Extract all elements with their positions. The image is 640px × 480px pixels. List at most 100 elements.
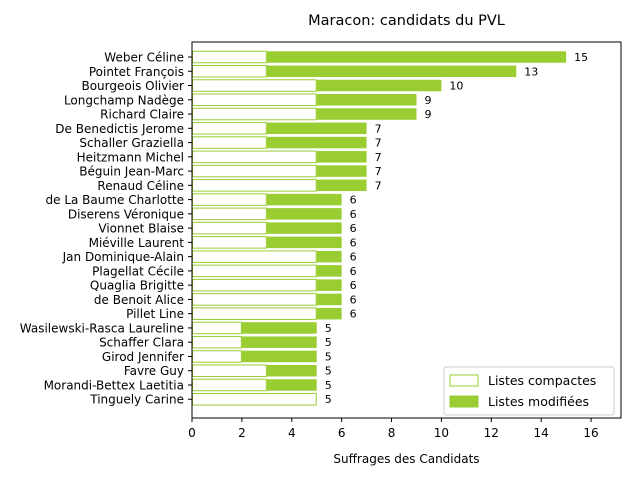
bar-total-label: 13	[524, 65, 538, 78]
bar-modified	[316, 265, 342, 277]
x-tick-label: 8	[388, 426, 396, 440]
y-tick-label: Béguin Jean-Marc	[79, 165, 184, 179]
y-tick-label: Quaglia Brigitte	[90, 279, 184, 293]
y-tick-label: Pointet François	[89, 65, 184, 79]
bar-total-label: 6	[350, 236, 357, 249]
legend: Listes compactes Listes modifiées	[443, 366, 615, 416]
y-tick-label: Renaud Céline	[97, 179, 184, 193]
bar-total-label: 6	[350, 222, 357, 235]
bar-total-label: 5	[325, 365, 332, 378]
bar-compact	[192, 107, 317, 121]
bar-total-label: 10	[449, 80, 463, 93]
bar-total-label: 6	[350, 251, 357, 264]
bar-total-label: 7	[375, 151, 382, 164]
y-tick-label: Schaffer Clara	[99, 336, 184, 350]
x-tick-label: 12	[484, 426, 499, 440]
bar-modified	[266, 122, 367, 135]
y-tick-label: De Benedictis Jerome	[55, 122, 184, 136]
x-tick-label: 0	[188, 426, 196, 440]
bar-modified	[266, 236, 342, 249]
bar-total-label: 6	[350, 293, 357, 306]
bar-compact	[192, 122, 267, 135]
bar-modified	[316, 293, 342, 306]
bar-compact	[192, 278, 317, 292]
bar-compact	[192, 364, 267, 377]
y-tick-label: Plagellat Cécile	[92, 264, 184, 278]
bar-total-label: 7	[375, 137, 382, 150]
chart-title: Maracon: candidats du PVL	[308, 13, 505, 29]
bar-modified	[316, 307, 342, 320]
bar-compact	[192, 264, 317, 278]
bar-modified	[266, 51, 567, 63]
bar-compact	[192, 350, 242, 363]
y-tick-label: Longchamp Nadège	[64, 93, 184, 107]
bar-modified	[266, 65, 517, 78]
bar-compact	[192, 207, 267, 221]
bar-compact	[192, 65, 267, 78]
bar-total-label: 9	[424, 94, 431, 107]
bar-modified	[266, 379, 317, 391]
bar-total-label: 6	[350, 308, 357, 321]
bar-total-label: 7	[375, 122, 382, 135]
bar-compact	[192, 150, 317, 164]
bar-modified	[316, 79, 442, 92]
bar-total-label: 7	[375, 165, 382, 178]
y-tick-label: Miéville Laurent	[89, 236, 185, 250]
bar-total-label: 5	[325, 322, 332, 335]
y-tick-label: Diserens Véronique	[68, 207, 184, 221]
bar-compact	[192, 307, 317, 320]
x-tick-label: 16	[583, 426, 598, 440]
bar-compact	[192, 50, 267, 64]
bar-total-label: 6	[350, 208, 357, 221]
y-tick-label: Heitzmann Michel	[77, 150, 184, 164]
x-axis-label: Suffrages des Candidats	[333, 452, 479, 466]
bar-compact	[192, 164, 317, 178]
bar-compact	[192, 179, 317, 192]
x-tick-label: 4	[288, 426, 296, 440]
bar-compact	[192, 193, 267, 206]
bar-compact	[192, 221, 267, 235]
bar-modified	[241, 336, 317, 348]
y-tick-label: Schaller Graziella	[79, 136, 184, 150]
bar-modified	[316, 250, 342, 263]
bar-modified	[266, 222, 342, 234]
plot-frame	[191, 41, 622, 419]
x-tick-label: 14	[534, 426, 549, 440]
legend-swatch-modified	[449, 395, 479, 408]
bar-compact	[192, 236, 267, 249]
bar-modified	[266, 136, 367, 149]
bar-total-label: 6	[350, 279, 357, 292]
bar-compact	[192, 335, 242, 349]
legend-label-compact: Listes compactes	[488, 373, 596, 388]
bar-total-label: 5	[325, 379, 332, 392]
y-tick-label: de La Baume Charlotte	[46, 193, 185, 207]
bar-modified	[266, 208, 342, 220]
y-tick-label: Bourgeois Olivier	[81, 79, 184, 93]
bar-modified	[241, 322, 317, 334]
x-tick-label: 2	[238, 426, 246, 440]
bar-total-label: 6	[350, 194, 357, 207]
bar-modified	[266, 364, 317, 377]
x-tick-label: 6	[338, 426, 346, 440]
bar-total-label: 5	[325, 336, 332, 349]
y-tick-label: Favre Guy	[124, 364, 184, 378]
bar-modified	[316, 279, 342, 291]
y-tick-label: Morandi-Bettex Laetitia	[44, 378, 184, 392]
y-tick-label: Jan Dominique-Alain	[62, 250, 184, 264]
y-tick-label: Pillet Line	[126, 307, 184, 321]
bar-compact	[192, 378, 267, 392]
y-tick-label: Richard Claire	[100, 108, 184, 122]
legend-label-modified: Listes modifiées	[488, 394, 589, 409]
bar-modified	[316, 165, 367, 177]
y-tick-label: Wasilewski-Rasca Laureline	[20, 321, 184, 335]
legend-box	[443, 366, 615, 416]
bar-modified	[316, 108, 417, 120]
bar-compact	[192, 93, 317, 107]
bar-compact	[192, 293, 317, 306]
y-tick-label: Vionnet Blaise	[98, 222, 184, 236]
bar-compact	[192, 250, 317, 263]
bar-compact	[192, 392, 317, 406]
